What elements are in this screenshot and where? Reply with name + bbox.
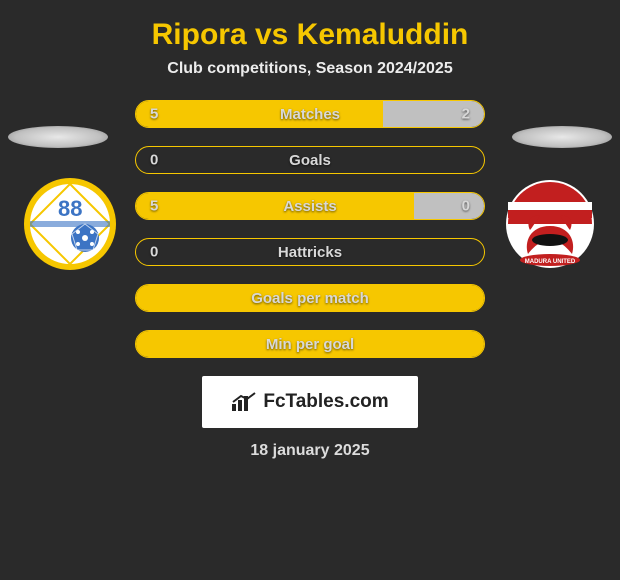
stat-row: 5 0 Assists bbox=[135, 192, 485, 220]
bar-value-left: 0 bbox=[150, 152, 158, 169]
chart-icon bbox=[231, 392, 257, 412]
stat-row: Min per goal bbox=[135, 330, 485, 358]
stat-row: Goals per match bbox=[135, 284, 485, 312]
bar-value-left: 0 bbox=[150, 244, 158, 261]
bar-label: Goals per match bbox=[251, 290, 369, 307]
subtitle: Club competitions, Season 2024/2025 bbox=[167, 60, 452, 78]
club-logo-right: MADURA UNITED bbox=[500, 176, 600, 272]
player-shadow-left bbox=[8, 126, 108, 148]
bar-value-left: 5 bbox=[150, 106, 158, 123]
bar-fill-left bbox=[136, 193, 414, 219]
watermark-text: FcTables.com bbox=[263, 391, 388, 413]
bar-label: Matches bbox=[280, 106, 340, 123]
bar-label: Goals bbox=[289, 152, 331, 169]
bar-value-left: 5 bbox=[150, 198, 158, 215]
bar-value-right: 0 bbox=[462, 198, 470, 215]
svg-text:MADURA UNITED: MADURA UNITED bbox=[525, 259, 576, 265]
player-shadow-right bbox=[512, 126, 612, 148]
bar-label: Min per goal bbox=[266, 336, 354, 353]
date: 18 january 2025 bbox=[250, 442, 369, 460]
bar-label: Assists bbox=[283, 198, 336, 215]
watermark: FcTables.com bbox=[202, 376, 418, 428]
bar-label: Hattricks bbox=[278, 244, 342, 261]
bar-value-right: 2 bbox=[462, 106, 470, 123]
stat-row: 0 Hattricks bbox=[135, 238, 485, 266]
page-title: Ripora vs Kemaluddin bbox=[152, 18, 469, 52]
bar-fill-left bbox=[136, 101, 383, 127]
stat-row: 0 Goals bbox=[135, 146, 485, 174]
svg-text:88: 88 bbox=[58, 196, 82, 221]
bar-fill-right bbox=[414, 193, 484, 219]
club-logo-left: 88 bbox=[20, 176, 120, 272]
stat-row: 5 2 Matches bbox=[135, 100, 485, 128]
stat-bars: 5 2 Matches 0 Goals 5 0 Assists 0 Hattricks Goals … bbox=[135, 100, 485, 358]
